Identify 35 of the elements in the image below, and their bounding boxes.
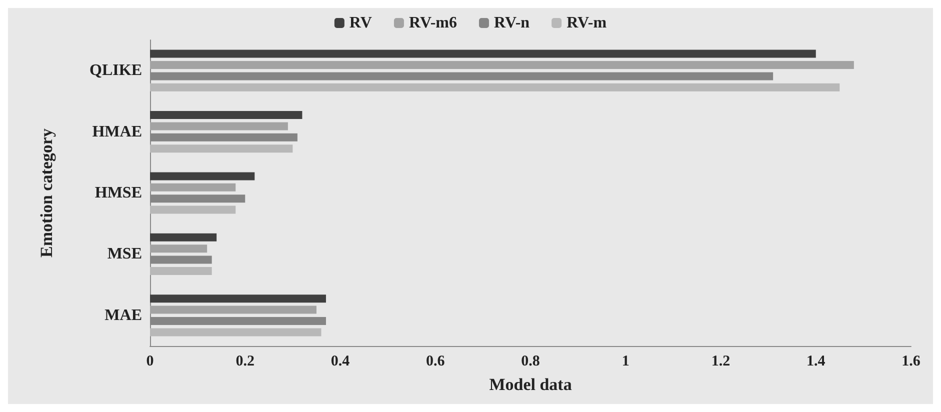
x-tick-label: 1.2 — [711, 354, 730, 370]
legend-label: RV-n — [494, 14, 530, 32]
bar — [150, 244, 208, 253]
bar — [150, 61, 854, 69]
bar — [150, 122, 288, 130]
bar — [150, 294, 326, 303]
x-tick-label: 1.4 — [806, 354, 826, 370]
bar — [150, 306, 316, 314]
bar — [150, 172, 255, 180]
legend-label: RV-m6 — [408, 14, 457, 32]
bar — [150, 233, 217, 242]
y-tick-label: HMAE — [92, 123, 142, 140]
legend-label: RV — [349, 14, 372, 32]
bar — [150, 267, 212, 275]
bar — [150, 206, 236, 214]
y-tick-label: QLIKE — [90, 62, 142, 80]
bar — [150, 50, 816, 58]
x-tick-label: 0.8 — [521, 354, 540, 370]
y-tick-label: MAE — [104, 306, 142, 324]
bar — [150, 111, 302, 119]
x-tick-label: 0 — [146, 354, 154, 370]
bar — [150, 83, 840, 92]
y-axis-title: Emotion category — [37, 128, 56, 258]
x-tick-label: 0.6 — [426, 354, 446, 370]
y-tick-label: HMSE — [94, 184, 142, 202]
y-tick-label: MSE — [107, 246, 142, 263]
x-tick-label: 1.6 — [902, 354, 921, 370]
bar — [150, 328, 322, 336]
x-tick-label: 1 — [622, 354, 630, 370]
bar — [150, 183, 236, 192]
x-tick-label: 0.2 — [236, 354, 254, 370]
bar — [150, 144, 293, 153]
x-axis-title: Model data — [489, 375, 572, 394]
x-tick-label: 0.4 — [330, 354, 350, 370]
legend-label: RV-m — [566, 14, 608, 32]
